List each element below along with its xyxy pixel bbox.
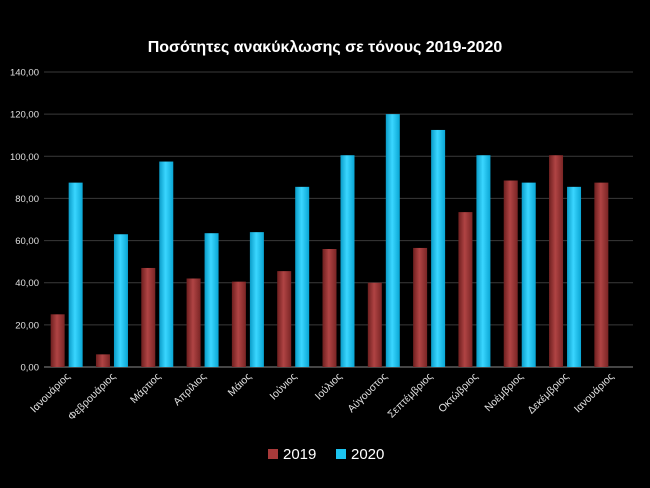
bar-2020: [385, 114, 400, 368]
y-tick-label: 20,00: [15, 320, 39, 331]
y-tick-label: 60,00: [15, 236, 39, 247]
x-tick-label: Δεκέμβριος: [525, 371, 571, 417]
x-tick-label: Φεβρουάριος: [66, 371, 118, 423]
bar-2019: [413, 247, 428, 367]
bar-2020: [204, 233, 219, 367]
y-tick-label: 0,00: [21, 363, 40, 374]
chart-title: Ποσότητες ανακύκλωσης σε τόνους 2019-202…: [148, 39, 503, 56]
bar-2019: [231, 281, 246, 367]
bar-2019: [141, 267, 156, 367]
y-tick-label: 100,00: [10, 152, 39, 163]
bar-2020: [159, 161, 174, 367]
legend: 2019 2020: [268, 446, 384, 463]
y-tick-label: 40,00: [15, 278, 39, 289]
bar-2019: [549, 155, 564, 367]
bar-2020: [431, 129, 446, 367]
y-axis-ticks: 0,00 20,00 40,00 60,00 80,00 100,00 120,00 140,…: [10, 68, 39, 374]
x-tick-label: Σεπτέμβριος: [385, 371, 435, 421]
x-tick-label: Μάρτιος: [128, 371, 163, 406]
x-tick-label: Ιανουάριος: [28, 371, 73, 416]
bar-2020: [68, 182, 83, 367]
bar-2019: [186, 278, 201, 367]
bar-2020: [567, 186, 582, 367]
legend-swatch-2019: [268, 449, 278, 459]
bar-2019: [322, 249, 337, 367]
x-tick-label: Οκτώβριος: [436, 371, 480, 415]
x-tick-label: Ιούνιος: [268, 371, 300, 403]
bar-2020: [113, 234, 128, 367]
bar-2019: [594, 182, 609, 367]
y-tick-label: 120,00: [10, 110, 39, 121]
bars: [50, 114, 609, 368]
bar-2020: [249, 232, 264, 367]
x-tick-label: Ιούλιος: [313, 371, 345, 403]
x-tick-label: Αύγουστος: [345, 371, 390, 416]
x-tick-label: Νοέμβριος: [482, 371, 525, 414]
bar-2020: [295, 186, 310, 367]
bar-2020: [340, 155, 355, 367]
bar-2019: [277, 271, 292, 367]
y-tick-label: 80,00: [15, 194, 39, 205]
x-tick-label: Ιανουάριος: [572, 371, 617, 416]
bar-2019: [50, 314, 65, 367]
legend-label: 2019: [283, 446, 316, 463]
y-tick-label: 140,00: [10, 68, 39, 79]
gridlines: [44, 71, 633, 368]
bar-2019: [367, 282, 382, 367]
x-tick-label: Απρίλιος: [171, 371, 209, 409]
bar-2020: [521, 182, 536, 367]
bar-2020: [476, 155, 491, 367]
x-tick-label: Μάιος: [226, 371, 254, 399]
bar-2019: [95, 354, 110, 367]
bar-2019: [458, 212, 473, 367]
legend-swatch-2020: [336, 449, 346, 459]
bar-2019: [503, 180, 518, 367]
legend-label: 2020: [351, 446, 384, 463]
